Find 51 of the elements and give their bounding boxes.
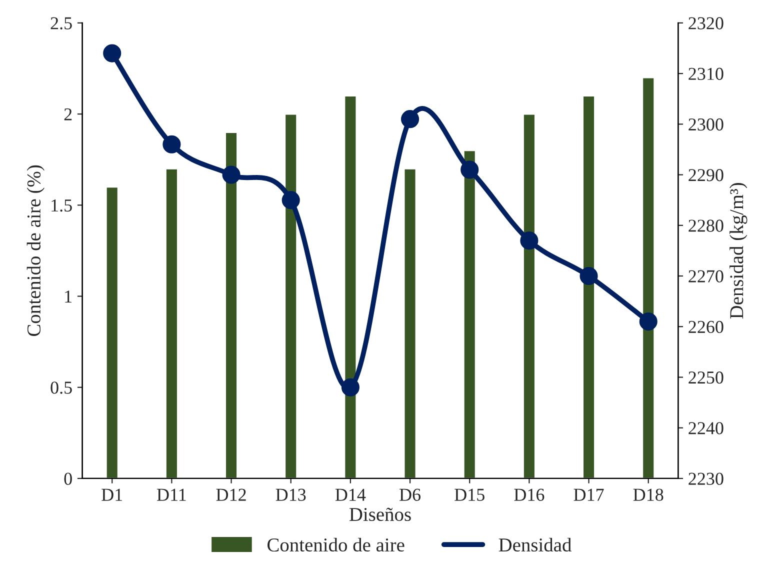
bar [403, 168, 417, 478]
legend-label: Densidad [498, 538, 572, 552]
y2-tick-label: 2290 [688, 169, 724, 182]
x-tick-label: D14 [335, 488, 366, 501]
y2-tick-label: 2260 [688, 320, 724, 334]
point [103, 44, 122, 62]
point [162, 135, 181, 154]
y-tick-label: 2 [64, 108, 72, 120]
x-tick-label: D17 [574, 488, 604, 501]
x-tick-label: D1 [102, 488, 122, 501]
x-tick-label: D16 [514, 488, 544, 501]
y2-tick-label: 2280 [688, 220, 724, 232]
bar [105, 186, 119, 478]
point [639, 312, 658, 331]
x-tick-label: D6 [400, 488, 421, 501]
bar [582, 95, 596, 478]
y2-tick-label: 2270 [688, 270, 724, 282]
bar [344, 95, 358, 478]
bar [165, 168, 178, 478]
point [580, 266, 598, 286]
bar [522, 113, 536, 478]
x-tick-label: D12 [216, 488, 246, 501]
point [401, 110, 420, 128]
y-tick-label: 0 [64, 472, 72, 485]
y2-tick-label: 2300 [688, 118, 724, 131]
y2-tick-label: 2320 [688, 17, 724, 30]
x-tick-label: D11 [157, 488, 186, 501]
y2-tick-label: 2310 [688, 68, 724, 80]
x-tick-label: D18 [633, 488, 664, 501]
point [222, 166, 240, 184]
y-tick-label: 0.5 [50, 382, 72, 394]
legend-label: Contenido de aire [268, 538, 404, 552]
y2-tick-label: 2240 [688, 422, 724, 434]
y-tick-label: 1 [65, 290, 72, 303]
x-axis-title: Diseños [349, 508, 411, 522]
point [520, 232, 538, 250]
y-tick-label: 1.5 [52, 199, 72, 212]
point [341, 378, 360, 396]
x-tick-label: D13 [276, 488, 306, 501]
bar [462, 150, 476, 478]
x-tick-label: D15 [454, 488, 484, 501]
point [460, 160, 479, 179]
bar [284, 113, 298, 478]
bar [642, 76, 656, 478]
y2-tick-label: 2250 [688, 371, 724, 384]
y-axis-title: Contenido de aire (%) [26, 165, 44, 336]
point [282, 191, 300, 210]
y2-tick-label: 2230 [688, 472, 724, 485]
y2-axis-title: Densidad (kg/m³) [730, 183, 748, 319]
bar [224, 132, 238, 478]
y-tick-label: 2.5 [50, 17, 72, 30]
